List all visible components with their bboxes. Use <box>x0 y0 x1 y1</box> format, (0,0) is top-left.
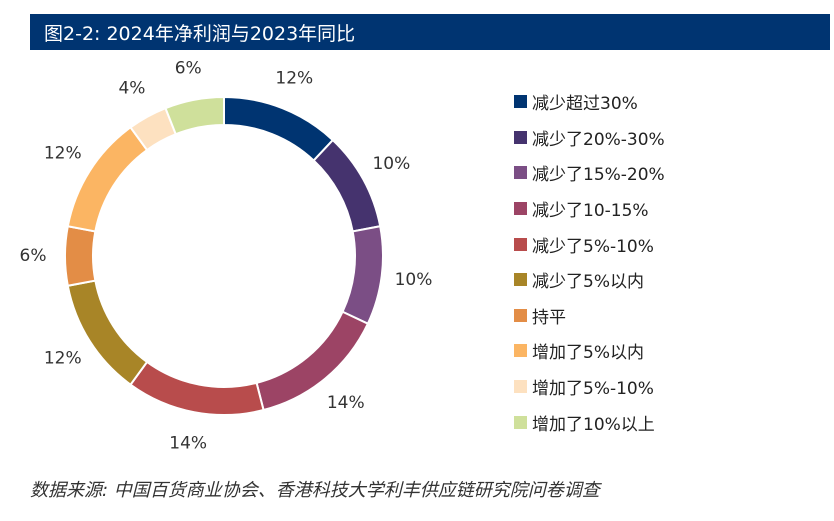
legend-label-2: 减少了15%-20% <box>532 165 665 186</box>
slice-value-label-2: 10% <box>395 270 433 290</box>
legend-swatch-2 <box>514 166 527 180</box>
title-bar: 图2-2: 2024年净利润与2023年同比 <box>30 14 830 50</box>
slice-value-label-5: 12% <box>44 348 82 368</box>
legend-swatch-5 <box>514 273 527 287</box>
donut-slice-6 <box>64 225 97 287</box>
source-note: 数据来源: 中国百货商业协会、香港科技大学利丰供应链研究院问卷调查 <box>30 480 600 501</box>
legend-swatch-0 <box>514 95 527 109</box>
legend-swatch-4 <box>514 237 527 251</box>
donut-slice-4 <box>129 360 265 416</box>
legend-item-8: 增加了5%-10% <box>514 369 814 405</box>
slice-value-label-4: 14% <box>169 434 207 454</box>
chart-legend: 减少超过30% 减少了20%-30% 减少了15%-20% 减少了10-15% 减少了5… <box>514 84 814 440</box>
legend-label-0: 减少超过30% <box>532 94 638 115</box>
legend-item-1: 减少了20%-30% <box>514 120 814 156</box>
slice-value-label-0: 12% <box>275 68 313 88</box>
slice-value-label-9: 6% <box>175 58 202 78</box>
legend-swatch-7 <box>514 344 527 358</box>
legend-swatch-3 <box>514 202 527 216</box>
donut-slice-2 <box>341 225 384 326</box>
legend-swatch-6 <box>514 308 527 322</box>
slice-value-label-7: 12% <box>44 144 82 164</box>
donut-slice-0 <box>223 95 335 162</box>
legend-label-8: 增加了5%-10% <box>532 379 654 400</box>
legend-swatch-9 <box>514 415 527 429</box>
legend-item-4: 减少了5%-10% <box>514 226 814 262</box>
donut-slice-9 <box>164 95 225 136</box>
chart-title: 图2-2: 2024年净利润与2023年同比 <box>44 22 356 45</box>
legend-label-3: 减少了10-15% <box>532 201 649 222</box>
legend-item-9: 增加了10%以上 <box>514 404 814 440</box>
legend-item-5: 减少了5%以内 <box>514 262 814 298</box>
slice-value-label-8: 4% <box>118 79 145 99</box>
slice-value-label-6: 6% <box>20 246 47 266</box>
legend-label-1: 减少了20%-30% <box>532 129 665 150</box>
legend-label-9: 增加了10%以上 <box>532 414 655 435</box>
legend-label-7: 增加了5%以内 <box>532 343 644 364</box>
donut-slice-5 <box>66 279 149 387</box>
legend-item-6: 持平 <box>514 298 814 334</box>
legend-item-2: 减少了15%-20% <box>514 155 814 191</box>
slice-value-label-3: 14% <box>327 393 365 413</box>
legend-swatch-1 <box>514 130 527 144</box>
legend-item-3: 减少了10-15% <box>514 191 814 227</box>
legend-item-7: 增加了5%以内 <box>514 333 814 369</box>
legend-swatch-8 <box>514 380 527 394</box>
donut-chart: 12% 10% 10% 14% 14% 12% 6% 12% 4% 6% <box>20 58 433 454</box>
legend-item-0: 减少超过30% <box>514 84 814 120</box>
slice-value-label-1: 10% <box>372 154 410 174</box>
legend-label-5: 减少了5%以内 <box>532 272 644 293</box>
donut-slice-1 <box>312 138 382 233</box>
legend-label-6: 持平 <box>532 307 566 328</box>
legend-label-4: 减少了5%-10% <box>532 236 654 257</box>
